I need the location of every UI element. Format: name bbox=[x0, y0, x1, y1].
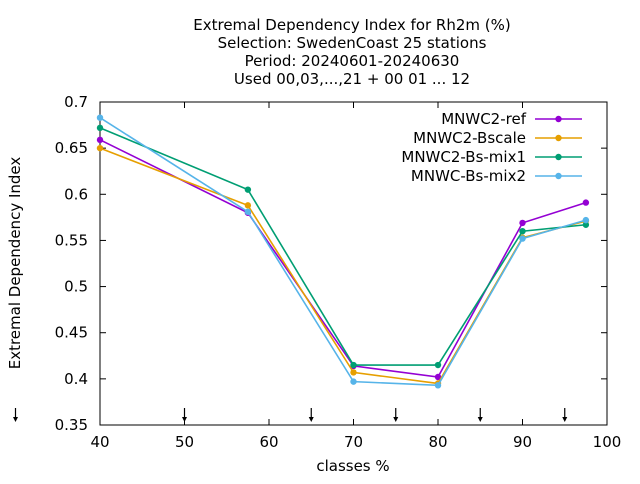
data-point bbox=[244, 208, 252, 216]
y-tick-label: 0.4 bbox=[64, 370, 88, 388]
data-point bbox=[350, 369, 357, 376]
data-point bbox=[519, 219, 526, 227]
series-line-4 bbox=[99, 117, 587, 387]
y-tick-label: 0.7 bbox=[64, 93, 88, 111]
series-line-3 bbox=[99, 127, 586, 366]
chart-title: Extremal Dependency Index for Rh2m (%)Se… bbox=[193, 16, 511, 88]
title-line-2: Selection: SwedenCoast 25 stations bbox=[218, 34, 487, 52]
threshold-arrow-head bbox=[393, 417, 399, 422]
y-axis-label: Extremal Dependency Index bbox=[6, 157, 24, 370]
data-point bbox=[519, 235, 526, 242]
data-point bbox=[244, 202, 252, 209]
y-tick-label: 0.35 bbox=[55, 416, 88, 434]
x-axis-label: classes % bbox=[316, 457, 389, 475]
plot-frame bbox=[99, 101, 608, 426]
legend-label: MNWC-Bs-mix2 bbox=[411, 167, 526, 185]
threshold-markers bbox=[13, 408, 568, 422]
legend-label: MNWC2-Bscale bbox=[413, 129, 526, 147]
y-tick-label: 0.6 bbox=[64, 185, 88, 203]
legend-label: MNWC2-Bs-mix1 bbox=[401, 148, 526, 166]
threshold-arrow-head bbox=[308, 417, 314, 422]
legend-label: MNWC2-ref bbox=[441, 110, 526, 128]
x-tick-label: 60 bbox=[259, 433, 278, 451]
threshold-arrow-head bbox=[182, 417, 187, 422]
data-point bbox=[434, 382, 442, 389]
threshold-arrow-head bbox=[562, 417, 568, 422]
x-tick-label: 40 bbox=[90, 433, 109, 451]
data-point bbox=[582, 216, 590, 224]
data-point bbox=[350, 361, 357, 369]
data-point bbox=[434, 361, 442, 369]
data-point bbox=[434, 373, 442, 381]
legend-swatch-point bbox=[555, 172, 562, 180]
x-tick-label: 70 bbox=[344, 433, 363, 451]
data-point bbox=[96, 124, 104, 132]
data-point bbox=[96, 114, 104, 121]
y-tick-label: 0.65 bbox=[55, 139, 88, 157]
threshold-arrow-head bbox=[477, 417, 483, 422]
data-point bbox=[519, 228, 526, 235]
data-point bbox=[96, 144, 104, 152]
series-line-1 bbox=[99, 139, 587, 378]
x-tick-label: 100 bbox=[593, 433, 622, 451]
legend: MNWC2-refMNWC2-BscaleMNWC2-Bs-mix1MNWC-B… bbox=[401, 110, 582, 185]
data-point bbox=[244, 186, 252, 193]
x-tick-label: 50 bbox=[175, 433, 194, 451]
data-point bbox=[582, 221, 590, 228]
data-point bbox=[582, 199, 590, 206]
y-tick-label: 0.45 bbox=[55, 324, 88, 342]
x-tick-label: 80 bbox=[428, 433, 447, 451]
threshold-arrow-head bbox=[13, 417, 18, 422]
x-tick-label: 90 bbox=[513, 433, 532, 451]
series-group bbox=[96, 114, 590, 389]
title-line-4: Used 00,03,...,21 + 00 01 ... 12 bbox=[234, 70, 470, 88]
title-line-3: Period: 20240601-20240630 bbox=[245, 52, 460, 70]
title-line-1: Extremal Dependency Index for Rh2m (%) bbox=[193, 16, 511, 34]
data-point bbox=[96, 136, 104, 144]
legend-swatch-point bbox=[555, 153, 562, 161]
legend-swatch-point bbox=[555, 115, 562, 123]
y-tick-label: 0.55 bbox=[55, 231, 88, 249]
legend-swatch-point bbox=[555, 134, 562, 142]
y-tick-label: 0.5 bbox=[64, 278, 88, 296]
data-point bbox=[350, 378, 357, 385]
axis-ticks: 40 50 60 70 80 90 100 0.35 0.4 0.45 0.5 0.55 0.6 0.65… bbox=[55, 93, 622, 451]
